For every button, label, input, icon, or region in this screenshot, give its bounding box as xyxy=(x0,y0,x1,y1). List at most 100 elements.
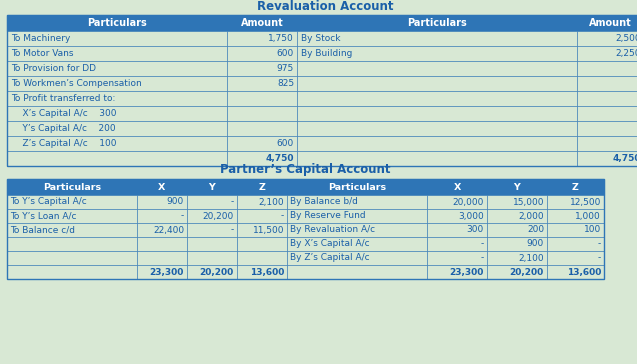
Bar xyxy=(137,265,187,279)
Bar xyxy=(7,46,227,61)
Bar xyxy=(297,46,577,61)
Bar xyxy=(547,195,604,209)
Bar xyxy=(287,179,427,195)
Text: 23,300: 23,300 xyxy=(450,268,484,277)
Bar xyxy=(137,209,187,223)
Bar xyxy=(187,265,237,279)
Text: To Profit transferred to:: To Profit transferred to: xyxy=(11,94,115,103)
Bar xyxy=(187,209,237,223)
Text: 15,000: 15,000 xyxy=(513,198,544,206)
Bar xyxy=(7,15,227,31)
Text: 23,300: 23,300 xyxy=(150,268,184,277)
Bar xyxy=(577,61,637,76)
Bar xyxy=(227,76,297,91)
Bar xyxy=(7,209,137,223)
Bar xyxy=(427,265,487,279)
Bar xyxy=(237,195,287,209)
Bar xyxy=(7,237,137,251)
Bar xyxy=(577,136,637,151)
Text: 600: 600 xyxy=(276,139,294,148)
Bar xyxy=(487,223,547,237)
Text: X: X xyxy=(159,182,166,191)
Text: 2,250: 2,250 xyxy=(615,49,637,58)
Text: X: X xyxy=(454,182,461,191)
Bar xyxy=(577,91,637,106)
Text: 600: 600 xyxy=(276,49,294,58)
Text: To Workmen’s Compensation: To Workmen’s Compensation xyxy=(11,79,142,88)
Text: 825: 825 xyxy=(277,79,294,88)
Bar xyxy=(7,195,137,209)
Text: X’s Capital A/c    300: X’s Capital A/c 300 xyxy=(11,109,117,118)
Bar xyxy=(577,15,637,31)
Bar xyxy=(7,31,227,46)
Text: 3,000: 3,000 xyxy=(458,211,484,221)
Text: Revaluation Account: Revaluation Account xyxy=(257,0,394,12)
Text: 4,750: 4,750 xyxy=(266,154,294,163)
Text: 200: 200 xyxy=(527,226,544,234)
Text: By Balance b/d: By Balance b/d xyxy=(290,198,358,206)
Text: 20,200: 20,200 xyxy=(200,268,234,277)
Bar xyxy=(7,251,137,265)
Bar xyxy=(137,195,187,209)
Text: Y’s Capital A/c    200: Y’s Capital A/c 200 xyxy=(11,124,116,133)
Bar xyxy=(227,15,297,31)
Bar xyxy=(297,31,577,46)
Bar xyxy=(7,106,227,121)
Bar xyxy=(427,209,487,223)
Bar xyxy=(287,209,427,223)
Bar xyxy=(187,195,237,209)
Bar xyxy=(577,76,637,91)
Text: -: - xyxy=(481,240,484,249)
Text: 975: 975 xyxy=(276,64,294,73)
Bar xyxy=(237,223,287,237)
Bar xyxy=(547,223,604,237)
Text: Y: Y xyxy=(209,182,215,191)
Bar xyxy=(7,151,227,166)
Text: -: - xyxy=(481,253,484,262)
Bar xyxy=(487,209,547,223)
Bar xyxy=(487,265,547,279)
Bar xyxy=(227,106,297,121)
Bar xyxy=(7,265,137,279)
Bar xyxy=(137,251,187,265)
Bar xyxy=(187,179,237,195)
Bar xyxy=(227,136,297,151)
Bar xyxy=(577,151,637,166)
Text: Particulars: Particulars xyxy=(43,182,101,191)
Bar xyxy=(7,91,227,106)
Bar xyxy=(297,15,577,31)
Text: Y: Y xyxy=(513,182,520,191)
Bar xyxy=(547,265,604,279)
Bar xyxy=(577,31,637,46)
Text: To Balance c/d: To Balance c/d xyxy=(10,226,75,234)
Text: -: - xyxy=(231,226,234,234)
Text: Partner’s Capital Account: Partner’s Capital Account xyxy=(220,163,390,177)
Bar xyxy=(7,61,227,76)
Text: 900: 900 xyxy=(527,240,544,249)
Bar xyxy=(237,251,287,265)
Bar xyxy=(577,46,637,61)
Bar xyxy=(7,136,227,151)
Text: By Z’s Capital A/c: By Z’s Capital A/c xyxy=(290,253,369,262)
Bar xyxy=(547,209,604,223)
Text: Z’s Capital A/c    100: Z’s Capital A/c 100 xyxy=(11,139,117,148)
Bar xyxy=(297,121,577,136)
Text: Z: Z xyxy=(572,182,579,191)
Bar xyxy=(7,121,227,136)
Bar xyxy=(227,91,297,106)
Text: -: - xyxy=(598,240,601,249)
Bar xyxy=(7,76,227,91)
Bar xyxy=(577,121,637,136)
Text: To Provision for DD: To Provision for DD xyxy=(11,64,96,73)
Bar xyxy=(137,223,187,237)
Bar xyxy=(297,91,577,106)
Text: -: - xyxy=(281,211,284,221)
Bar xyxy=(187,237,237,251)
Bar xyxy=(237,237,287,251)
Bar xyxy=(227,46,297,61)
Text: Particulars: Particulars xyxy=(407,18,467,28)
Text: 2,500: 2,500 xyxy=(615,34,637,43)
Text: 300: 300 xyxy=(467,226,484,234)
Bar xyxy=(227,121,297,136)
Text: To Y’s Capital A/c: To Y’s Capital A/c xyxy=(10,198,87,206)
